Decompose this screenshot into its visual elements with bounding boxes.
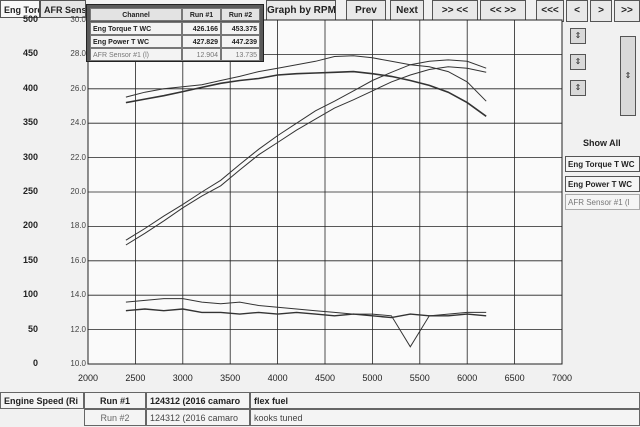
right-tick-label: 20.0 xyxy=(70,187,86,196)
right-tick-label: 28.0 xyxy=(70,49,86,59)
row-channel: Eng Power T WC xyxy=(90,35,182,48)
right-tick-label: 26.0 xyxy=(70,83,86,93)
show-all-button[interactable]: Show All xyxy=(583,138,621,148)
row-run2: 447.239 xyxy=(221,35,260,48)
x-tick-label: 6000 xyxy=(457,373,478,383)
left-tick-label: 150 xyxy=(22,254,38,265)
left-tick-label: 450 xyxy=(22,48,38,59)
left-tick-label: 200 xyxy=(22,220,38,231)
tab-eng-torque[interactable]: Eng Torq xyxy=(0,0,40,18)
series-line-2 xyxy=(125,66,487,246)
header-run2: Run #2 xyxy=(221,8,260,21)
x-tick-label: 4000 xyxy=(267,373,288,383)
run1-label[interactable]: Run #1 xyxy=(84,392,146,409)
header-channel: Channel xyxy=(90,8,182,21)
left-tick-label: 50 xyxy=(27,323,38,334)
x-channel-selector[interactable]: Engine Speed (Ri xyxy=(0,392,84,409)
x-tick-label: 5500 xyxy=(409,373,430,383)
x-tick-label: 4500 xyxy=(314,373,336,383)
run2-label[interactable]: Run #2 xyxy=(84,409,146,426)
row-run2: 13.735 xyxy=(221,48,260,61)
header-run1: Run #1 xyxy=(182,8,221,21)
left-tick-label: 300 xyxy=(22,151,38,162)
scroll-start-button[interactable]: <<< xyxy=(536,0,564,22)
row-run2: 453.375 xyxy=(221,22,260,35)
right-tick-label: 10.0 xyxy=(70,359,86,368)
row-run1: 12.904 xyxy=(182,48,221,61)
right-tick-label: 12.0 xyxy=(70,324,86,334)
scroll-right-button[interactable]: > xyxy=(590,0,612,22)
x-tick-label: 3000 xyxy=(172,373,193,383)
x-tick-label: 7000 xyxy=(551,373,573,383)
left-tick-label: 400 xyxy=(22,82,38,93)
right-tick-label: 18.0 xyxy=(70,221,86,231)
run1-description: 124312 (2016 camaro xyxy=(146,392,250,409)
left-tick-label: 500 xyxy=(22,14,38,24)
move-up-arrow-icon[interactable]: ⇕ xyxy=(570,28,586,44)
run2-description: 124312 (2016 camaro xyxy=(146,409,250,426)
run2-note: kooks tuned xyxy=(250,409,640,426)
x-tick-label: 2000 xyxy=(77,373,99,383)
x-tick-label: 5000 xyxy=(362,373,383,383)
row-run1: 427.829 xyxy=(182,35,221,48)
right-tick-label: 22.0 xyxy=(70,152,86,162)
expand-arrow-icon[interactable]: ⇕ xyxy=(620,36,636,116)
row-run1: 426.166 xyxy=(182,22,221,35)
move-down-arrow-icon[interactable]: ⇕ xyxy=(570,80,586,96)
series-line-0 xyxy=(125,70,487,117)
row-channel: Eng Torque T WC xyxy=(90,22,182,35)
series-line-1 xyxy=(125,55,487,102)
left-tick-label: 100 xyxy=(22,289,38,300)
scroll-left-button[interactable]: < xyxy=(566,0,588,22)
tab-afr-sensor[interactable]: AFR Sens xyxy=(40,0,86,18)
x-tick-label: 2500 xyxy=(125,373,146,383)
run1-note: flex fuel xyxy=(250,392,640,409)
right-tick-label: 24.0 xyxy=(70,118,86,128)
right-tick-label: 14.0 xyxy=(70,290,86,300)
x-tick-label: 6500 xyxy=(504,373,525,383)
left-tick-label: 350 xyxy=(22,117,38,128)
move-arrow-icon[interactable]: ⇕ xyxy=(570,54,586,70)
row-channel: AFR Sensor #1 (l) xyxy=(90,48,182,61)
right-tick-label: 30.0 xyxy=(70,15,86,24)
channel-toggle-power[interactable]: Eng Power T WC xyxy=(565,176,640,192)
x-tick-label: 3500 xyxy=(220,373,241,383)
left-tick-label: 0 xyxy=(32,358,38,368)
channel-toggle-torque[interactable]: Eng Torque T WC xyxy=(565,156,640,172)
series-line-5 xyxy=(125,298,487,348)
channel-toggle-afr[interactable]: AFR Sensor #1 (l xyxy=(565,194,640,210)
series-line-3 xyxy=(125,59,487,241)
left-tick-label: 250 xyxy=(22,186,38,196)
series-line-4 xyxy=(125,308,487,319)
channel-value-table: Channel Run #1 Run #2 Eng Torque T WC 42… xyxy=(86,4,264,62)
right-tick-label: 16.0 xyxy=(70,255,86,265)
